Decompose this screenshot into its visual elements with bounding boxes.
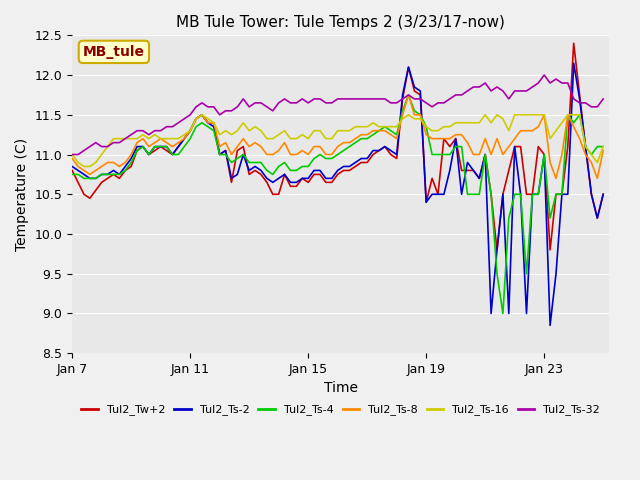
X-axis label: Time: Time — [324, 382, 358, 396]
Legend: Tul2_Tw+2, Tul2_Ts-2, Tul2_Ts-4, Tul2_Ts-8, Tul2_Ts-16, Tul2_Ts-32: Tul2_Tw+2, Tul2_Ts-2, Tul2_Ts-4, Tul2_Ts… — [77, 400, 605, 420]
Title: MB Tule Tower: Tule Temps 2 (3/23/17-now): MB Tule Tower: Tule Temps 2 (3/23/17-now… — [176, 15, 505, 30]
Text: MB_tule: MB_tule — [83, 45, 145, 59]
Y-axis label: Temperature (C): Temperature (C) — [15, 138, 29, 251]
